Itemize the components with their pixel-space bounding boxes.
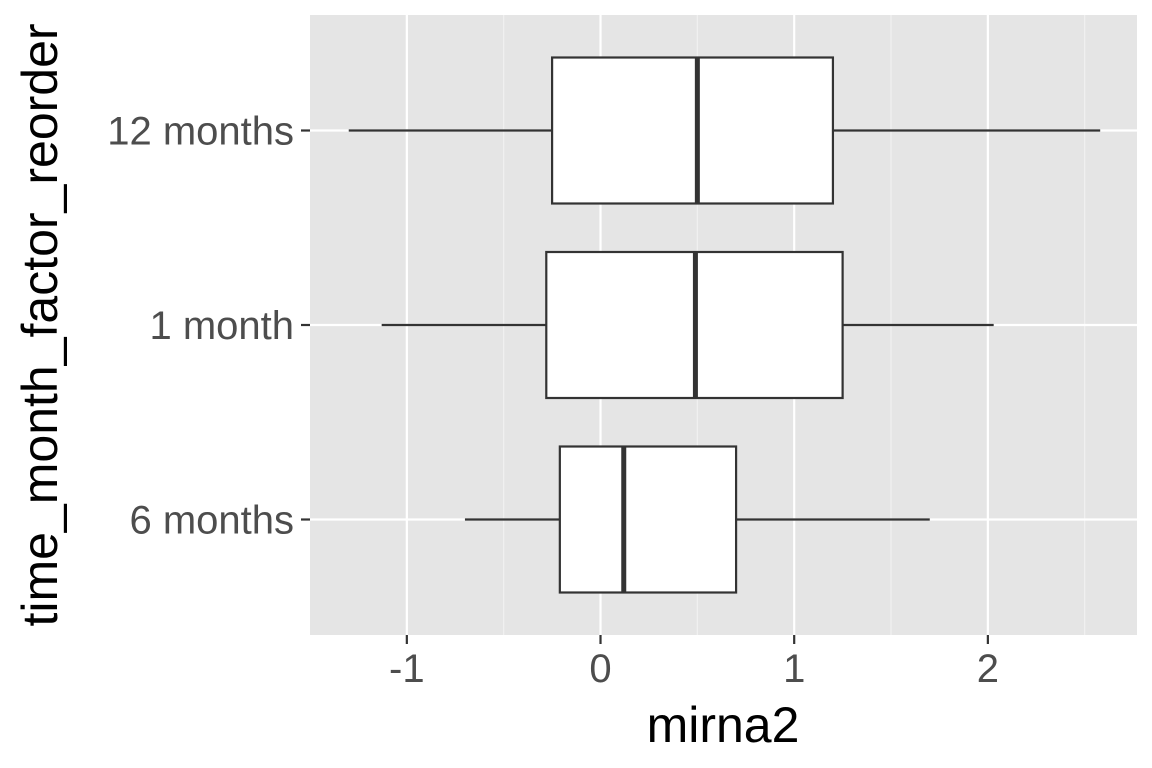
box-group xyxy=(464,445,930,594)
y-tick-label: 6 months xyxy=(129,499,294,543)
x-tick-label: 1 xyxy=(783,647,805,691)
x-axis-title: mirna2 xyxy=(647,697,800,753)
boxes xyxy=(348,56,1101,594)
box-iqr xyxy=(550,56,835,205)
x-tick-label: -1 xyxy=(389,647,425,691)
x-tick-label: 2 xyxy=(977,647,999,691)
y-axis-title: time_month_factor_reorder xyxy=(12,23,68,626)
x-tick-label: 0 xyxy=(589,647,611,691)
box-group xyxy=(348,56,1101,205)
y-tick-label: 1 month xyxy=(149,304,294,348)
axis-ticks: -1 0 1 2 6 months 1 month 12 months xyxy=(107,110,999,692)
box-iqr xyxy=(558,445,738,594)
y-tick-label: 12 months xyxy=(107,110,294,154)
box-group xyxy=(381,250,994,400)
